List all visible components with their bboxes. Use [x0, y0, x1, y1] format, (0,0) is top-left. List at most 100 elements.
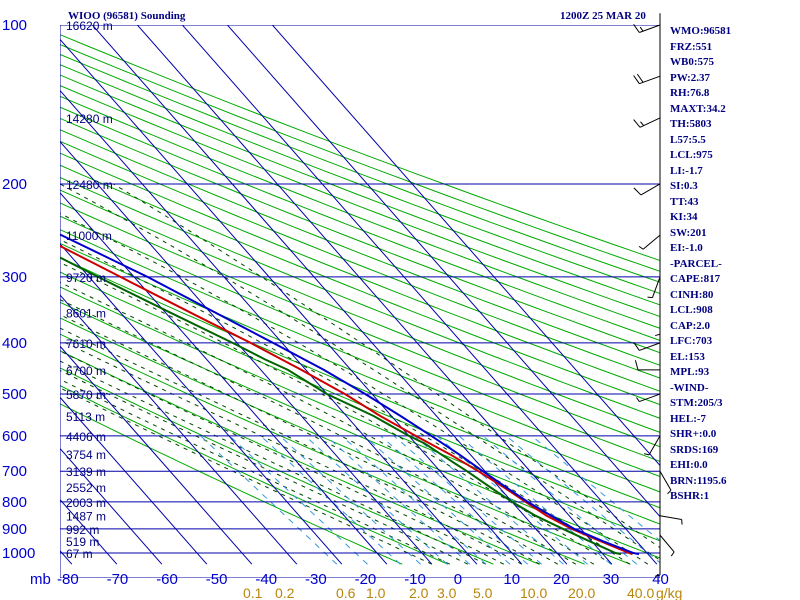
- temperature-tick-label: 40: [652, 571, 669, 588]
- index-entry: EHI:0.0: [670, 459, 708, 471]
- sounding-time: 1200Z 25 MAR 20: [560, 10, 646, 22]
- index-entry: TH:5803: [670, 118, 712, 130]
- mixing-ratio-line: [458, 435, 612, 565]
- isotherm: [181, 25, 658, 565]
- index-entry: LI:-1.7: [670, 164, 703, 177]
- wind-barb: [633, 117, 661, 128]
- temperature-tick-label: 20: [553, 571, 570, 588]
- height-label: 2003 m: [66, 496, 106, 510]
- mixing-ratio-line: [260, 435, 401, 565]
- height-label: 8601 m: [66, 306, 106, 320]
- mixing-ratio-label: 0.1: [243, 585, 263, 600]
- index-entry: -PARCEL-: [670, 257, 722, 270]
- temperature-tick-label: -30: [305, 571, 327, 588]
- dry-adiabat: [60, 129, 660, 366]
- mixing-ratio-line: [304, 435, 448, 565]
- isotherm: [271, 25, 660, 467]
- index-entry: SHR+:0.0: [670, 428, 717, 440]
- dry-adiabat: [60, 367, 494, 565]
- dry-adiabat: [60, 333, 585, 565]
- dry-adiabat: [60, 257, 660, 509]
- pressure-tick-label: 600: [2, 428, 27, 445]
- temperature-tick-label: 0: [454, 571, 462, 588]
- moist-adiabat: [60, 378, 451, 565]
- height-label: 12480 m: [66, 178, 113, 192]
- wind-barb: [636, 393, 661, 403]
- wind-barb: [633, 73, 661, 85]
- height-label: 4406 m: [66, 430, 106, 444]
- background-lines: [60, 25, 660, 578]
- height-label: 7610 m: [66, 337, 106, 351]
- wind-barb: [659, 534, 675, 557]
- index-entry: STM:205/3: [670, 397, 723, 409]
- dry-adiabat: [60, 215, 660, 462]
- index-entry: WB0:575: [670, 56, 714, 68]
- pressure-tick-label: 500: [2, 386, 27, 403]
- isotherm: [226, 25, 660, 518]
- mixing-ratio-line: [325, 435, 471, 565]
- mixing-ratio-line: [279, 435, 421, 565]
- dry-adiabat: [60, 229, 660, 478]
- mixing-ratio-label: 40.0: [627, 585, 654, 600]
- index-entry: SRDS:169: [670, 443, 719, 456]
- mixing-ratio-line: [363, 435, 511, 565]
- index-entry: HEL:-7: [670, 412, 707, 425]
- series-dewpoint: [60, 256, 622, 556]
- dry-adiabat: [60, 152, 660, 392]
- wind-barb: [644, 435, 661, 456]
- wind-barb: [633, 341, 661, 351]
- mixing-ratio-label: 0.2: [275, 585, 295, 600]
- mixing-ratio-line: [341, 435, 487, 565]
- height-label: 5113 m: [66, 410, 105, 424]
- dry-adiabat: [60, 385, 449, 565]
- isotherm: [60, 243, 343, 565]
- temperature-tick-label: -10: [404, 571, 426, 588]
- mixing-ratio-unit: g/kg: [656, 585, 682, 600]
- wind-barb: [655, 312, 661, 337]
- height-label: 3139 m: [66, 465, 106, 479]
- isotherm: [60, 140, 433, 565]
- pressure-tick-label: 200: [2, 176, 27, 193]
- height-label: 9720 m: [66, 271, 106, 285]
- dry-adiabat: [60, 189, 660, 433]
- dry-adiabat: [60, 140, 660, 379]
- temperature-tick-label: 10: [503, 571, 520, 588]
- dry-adiabat: [60, 317, 631, 565]
- index-entry: FRZ:551: [670, 40, 713, 53]
- pressure-tick-label: 100: [2, 17, 27, 34]
- pressure-unit-label: mb: [30, 571, 51, 588]
- dry-adiabat: [60, 53, 660, 283]
- moist-adiabat: [60, 212, 649, 565]
- dry-adiabat: [60, 95, 660, 329]
- moist-adiabat: [60, 183, 660, 561]
- wind-barb: [659, 470, 672, 495]
- index-entry: TT:43: [670, 195, 699, 208]
- dry-adiabat: [60, 202, 660, 448]
- mixing-ratio-line: [414, 435, 564, 565]
- dry-adiabat: [60, 85, 660, 318]
- height-label: 6700 m: [66, 364, 106, 378]
- isotherm: [60, 345, 253, 565]
- height-label: 3754 m: [66, 448, 106, 462]
- moist-adiabat: [60, 261, 613, 565]
- wind-barb: [634, 360, 660, 371]
- moist-adiabat: [60, 327, 541, 565]
- temperature-tick-label: -80: [57, 571, 79, 588]
- dry-adiabat: [60, 301, 660, 559]
- isotherm: [60, 396, 208, 565]
- mixing-ratio-label: 20.0: [568, 585, 595, 600]
- index-entry: SI:0.3: [670, 180, 698, 192]
- isotherm: [91, 25, 568, 565]
- dry-adiabat: [60, 74, 660, 306]
- moist-adiabat: [60, 299, 577, 565]
- wind-barb: [638, 234, 661, 250]
- mixing-ratio-label: 2.0: [409, 585, 429, 600]
- isotherm: [60, 192, 388, 565]
- wind-barbs: [633, 13, 683, 577]
- height-label: 14280 m: [66, 112, 113, 126]
- temperature-tick-label: -60: [156, 571, 178, 588]
- index-entry: LCL:908: [670, 304, 713, 316]
- temperature-tick-label: -50: [206, 571, 228, 588]
